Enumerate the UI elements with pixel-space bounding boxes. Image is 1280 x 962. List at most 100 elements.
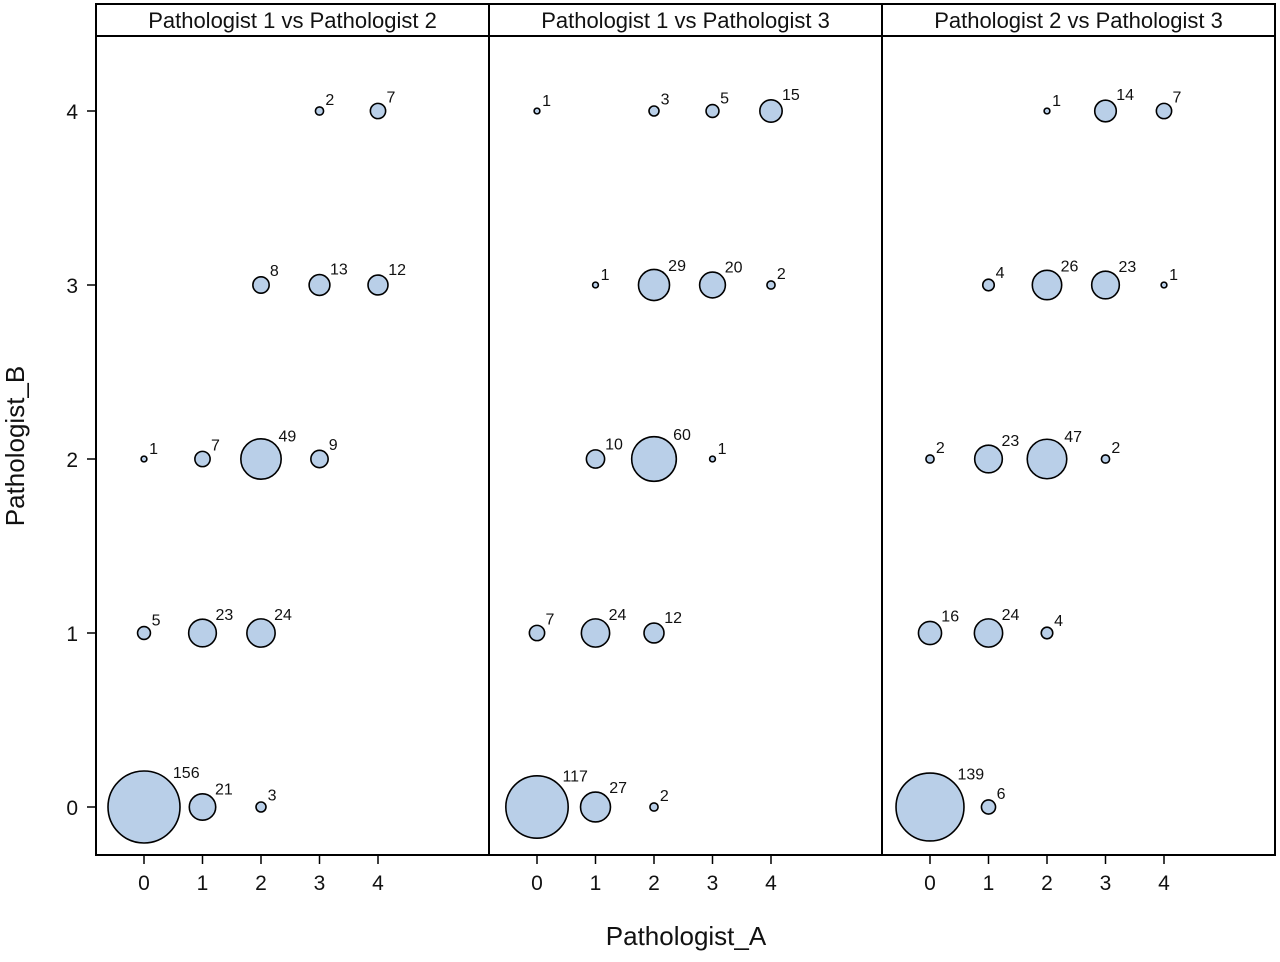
y-tick-label: 0 [66, 797, 78, 820]
panel-3: Pathologist 2 vs Pathologist 31394726242… [881, 3, 1276, 895]
bubble-label: 1 [718, 441, 727, 458]
y-tick-label: 1 [66, 623, 78, 646]
x-tick-label: 3 [707, 872, 719, 895]
bubble-label: 24 [609, 607, 627, 624]
bubble-label: 4 [996, 265, 1005, 282]
panel-strip [881, 3, 1276, 37]
bubble [1043, 107, 1051, 115]
bubble [708, 455, 717, 463]
panel-title: Pathologist 2 vs Pathologist 3 [934, 8, 1223, 33]
bubble-label: 5 [720, 90, 729, 107]
bubble-label: 2 [325, 92, 334, 109]
bubble-label: 3 [661, 91, 670, 108]
bubble [973, 444, 1004, 474]
bubble [136, 625, 152, 641]
bubble [140, 455, 148, 463]
bubble [314, 106, 325, 116]
bubble [1100, 454, 1111, 464]
bubble-label: 7 [386, 90, 395, 107]
bubble-label: 156 [173, 765, 200, 782]
bubble [585, 449, 606, 469]
bubble-label: 4 [1054, 613, 1063, 630]
bubble-label: 14 [1116, 87, 1134, 104]
bubble [980, 799, 997, 815]
bubble-label: 1 [149, 441, 158, 458]
bubble [310, 449, 329, 469]
x-tick-label: 2 [1041, 872, 1053, 895]
bubble-label: 9 [329, 437, 338, 454]
bubble-label: 2 [777, 266, 786, 283]
bubble-label: 139 [957, 767, 984, 784]
panel-title: Pathologist 1 vs Pathologist 2 [148, 8, 437, 33]
bubble [367, 274, 389, 296]
bubble [505, 775, 569, 839]
bubble [1155, 102, 1173, 120]
y-tick-label: 2 [66, 449, 78, 472]
bubble-label: 23 [1118, 259, 1136, 276]
bubble [637, 268, 671, 302]
bubble [766, 280, 776, 290]
bubble-label: 20 [725, 260, 743, 277]
bubble-label: 1 [542, 93, 551, 110]
bubble-label: 2 [1111, 440, 1120, 457]
panel-title: Pathologist 1 vs Pathologist 3 [541, 8, 830, 33]
bubble-label: 8 [270, 263, 279, 280]
bubble [1160, 281, 1168, 289]
bubble [643, 622, 665, 644]
bubble-label: 15 [782, 87, 800, 104]
bubble-label: 12 [664, 610, 682, 627]
bubble-label: 6 [997, 786, 1006, 803]
bubble-label: 24 [274, 607, 292, 624]
bubble [194, 450, 211, 468]
x-axis-title: Pathologist_A [606, 921, 767, 951]
bubble [252, 276, 270, 294]
bubble [759, 99, 783, 123]
bubble [917, 620, 943, 646]
bubble-label: 13 [330, 262, 348, 279]
panels-layer: Pathologist 1 vs Pathologist 21564924232… [95, 3, 1276, 895]
x-tick-label: 4 [372, 872, 384, 895]
x-tick-label: 1 [983, 872, 995, 895]
panel-frame [95, 3, 490, 856]
x-tick-label: 2 [648, 872, 660, 895]
x-tick-label: 0 [138, 872, 150, 895]
bubble [246, 618, 276, 648]
bubble-label: 1 [1052, 93, 1061, 110]
bubble [1090, 270, 1121, 300]
bubble-label: 21 [215, 781, 233, 798]
x-tick-label: 0 [531, 872, 543, 895]
bubble [973, 618, 1004, 648]
bubble [188, 792, 217, 822]
x-tick-label: 1 [197, 872, 209, 895]
bubble [591, 281, 600, 289]
x-tick-label: 2 [255, 872, 267, 895]
panel-frame [881, 3, 1276, 856]
bubble-label: 7 [545, 612, 554, 629]
bubble [630, 435, 678, 483]
bubble [579, 791, 612, 823]
x-tick-label: 4 [1158, 872, 1170, 895]
panel-strip [95, 3, 490, 37]
panel-1: Pathologist 1 vs Pathologist 21564924232… [95, 3, 490, 895]
bubble [1040, 626, 1054, 640]
bubble [698, 271, 727, 299]
y-tick-label: 4 [66, 101, 78, 124]
bubble-label: 60 [673, 427, 691, 444]
bubble [1093, 99, 1118, 123]
bubble [240, 438, 282, 480]
bubble-label: 7 [211, 438, 220, 455]
panel-2: Pathologist 1 vs Pathologist 31176029272… [488, 3, 883, 895]
y-tick-label: 3 [66, 275, 78, 298]
x-tick-label: 4 [765, 872, 777, 895]
bubble-label: 2 [936, 440, 945, 457]
bubble [1026, 438, 1068, 480]
x-tick-label: 3 [314, 872, 326, 895]
bubble-label: 12 [388, 262, 406, 279]
bubble [187, 618, 218, 648]
panel-frame [488, 3, 883, 856]
bubble [580, 618, 611, 648]
bubble [533, 107, 541, 115]
bubble [895, 772, 965, 842]
bubble-label: 49 [279, 428, 297, 445]
